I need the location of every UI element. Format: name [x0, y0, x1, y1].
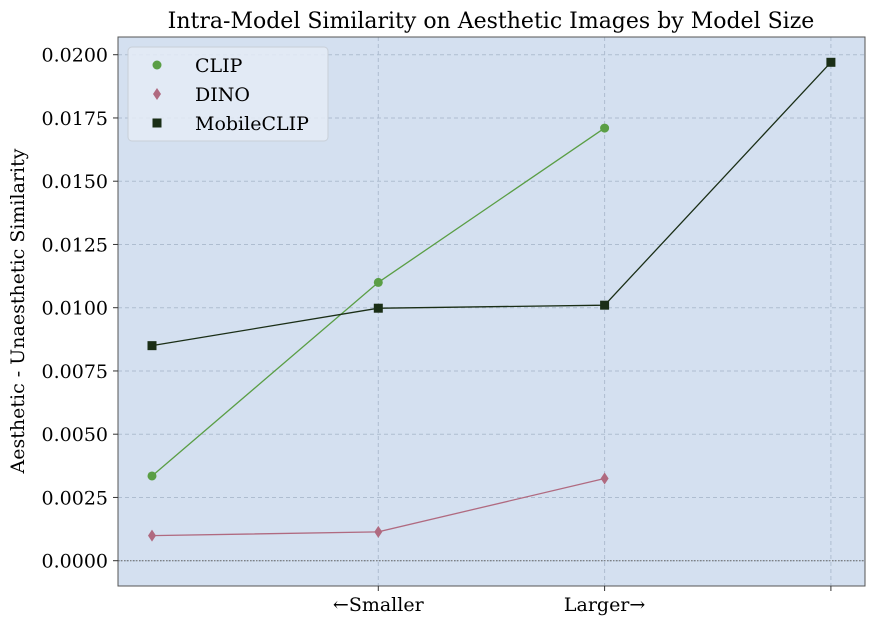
- clip-point: [147, 471, 157, 481]
- series-layer: [147, 57, 836, 542]
- mobileclip-point: [826, 57, 836, 67]
- y-tick-label: 0.0000: [42, 551, 108, 573]
- legend-label-clip: CLIP: [195, 55, 243, 77]
- legend-label-dino: DINO: [195, 84, 250, 106]
- dino-point: [148, 529, 156, 542]
- y-tick-label: 0.0125: [42, 234, 108, 256]
- grid-layer: [118, 37, 865, 586]
- x-tick-label: ←Smaller: [333, 594, 425, 616]
- legend-marker-mobileclip: [152, 118, 162, 128]
- mobileclip-point: [600, 300, 610, 310]
- y-tick-label: 0.0075: [42, 361, 108, 383]
- y-tick-label: 0.0175: [42, 108, 108, 130]
- y-tick-label: 0.0100: [42, 298, 108, 320]
- axis-layer: 0.0000 0.0025 0.0050 0.0075 0.0100 0.0125 0.01…: [42, 45, 832, 616]
- mobileclip-line: [151, 61, 832, 347]
- y-tick-label: 0.0200: [42, 45, 108, 67]
- dino-point: [600, 472, 609, 485]
- y-axis-label: Aesthetic - Unaesthetic Similarity: [7, 148, 29, 474]
- legend: CLIP DINO MobileCLIP: [127, 46, 329, 142]
- legend-box: [127, 46, 329, 142]
- y-tick-label: 0.0150: [42, 171, 108, 193]
- legend-marker-clip: [152, 60, 162, 70]
- mobileclip-point: [147, 341, 157, 351]
- mobileclip-point: [373, 303, 383, 313]
- x-tick-label: Larger→: [564, 594, 646, 616]
- legend-label-mobileclip: MobileCLIP: [195, 113, 309, 135]
- plot-frame: [117, 36, 866, 587]
- y-tick-label: 0.0025: [42, 487, 108, 509]
- legend-marker-dino: [153, 88, 161, 100]
- y-tick-label: 0.0050: [42, 424, 108, 446]
- clip-point: [600, 123, 610, 133]
- clip-point: [373, 277, 383, 287]
- dino-point: [374, 525, 383, 538]
- chart-title: Intra-Model Similarity on Aesthetic Imag…: [168, 9, 815, 34]
